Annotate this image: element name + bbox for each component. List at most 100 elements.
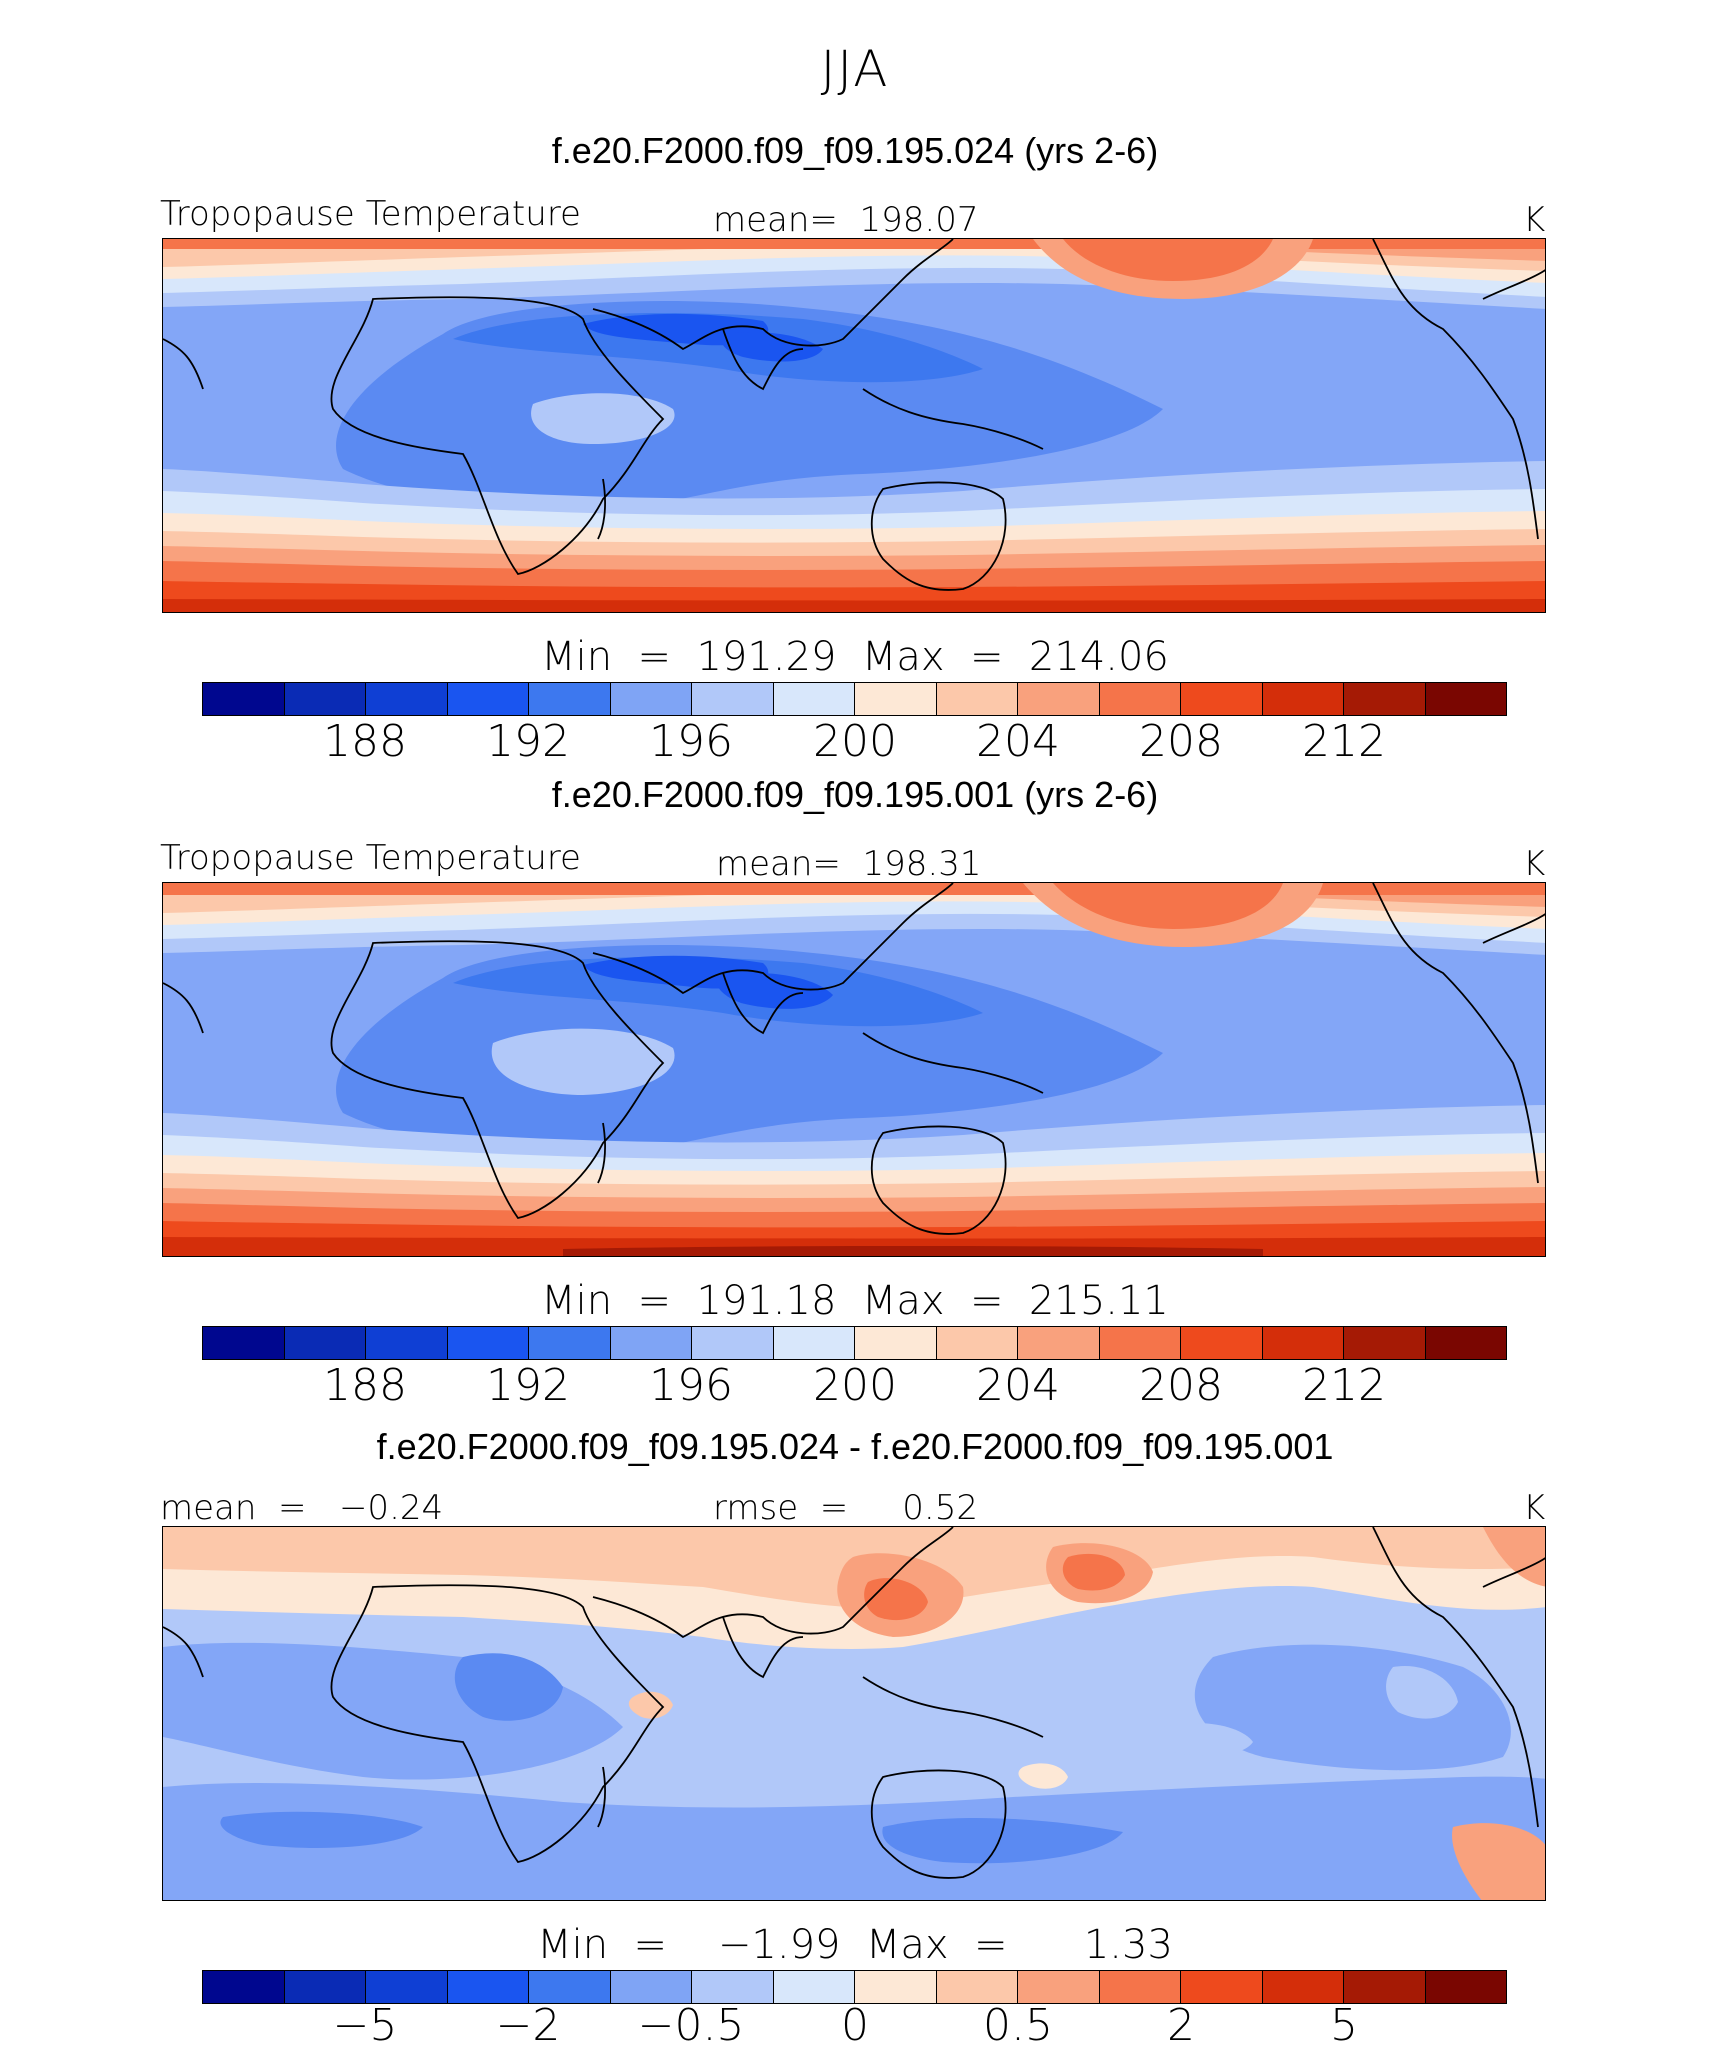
panel-2-left-label: Tropopause Temperature bbox=[160, 838, 581, 878]
colorbar-box-6 bbox=[610, 683, 692, 715]
colorbar-tick-label: 204 bbox=[976, 1360, 1060, 1411]
colorbar-box-2 bbox=[284, 1327, 366, 1359]
colorbar-tick-label: 208 bbox=[1139, 716, 1223, 767]
colorbar-box-2 bbox=[284, 1971, 366, 2003]
cold-core-2 bbox=[721, 332, 823, 362]
panel-2-units-label: K bbox=[1523, 844, 1546, 884]
colorbar-box-15 bbox=[1344, 683, 1426, 715]
coastlines bbox=[163, 239, 1545, 591]
panel-3-map bbox=[162, 1526, 1546, 1901]
panel-1-map bbox=[162, 238, 1546, 613]
colorbar-tick-label: 188 bbox=[323, 1360, 407, 1411]
panel-3-difference-field bbox=[163, 1527, 1545, 1900]
colorbar-box-4 bbox=[447, 1971, 529, 2003]
diff-pos-10 bbox=[1452, 1823, 1545, 1900]
colorbar-box-8 bbox=[773, 1971, 855, 2003]
diff-light-1 bbox=[1386, 1666, 1458, 1719]
colorbar-tick-label: 192 bbox=[486, 1360, 570, 1411]
colorbar-tick-label: 196 bbox=[649, 1360, 733, 1411]
colorbar-box-11 bbox=[1018, 1971, 1100, 2003]
diff-neg-5 bbox=[882, 1817, 1123, 1864]
band-n-6 bbox=[163, 883, 1545, 895]
diff-pos-9 bbox=[1018, 1763, 1068, 1789]
colorbar-box-1 bbox=[203, 1327, 285, 1359]
diff-pos-4 bbox=[864, 1578, 928, 1621]
colorbar-box-16 bbox=[1425, 1971, 1506, 2003]
band-n-6 bbox=[163, 239, 1545, 249]
colorbar-box-9 bbox=[855, 683, 937, 715]
colorbar-box-16 bbox=[1425, 1327, 1506, 1359]
panel-2-map bbox=[162, 882, 1546, 1257]
colorbar-box-12 bbox=[1099, 683, 1181, 715]
panel-3-minmax: Min = −1.99 Max = 1.33 bbox=[537, 1922, 1173, 1968]
colorbar-box-5 bbox=[529, 683, 611, 715]
panel-2-minmax: Min = 191.18 Max = 215.11 bbox=[541, 1278, 1169, 1324]
colorbar-box-8 bbox=[773, 683, 855, 715]
colorbar-box-13 bbox=[1181, 683, 1263, 715]
panel-1-contour-field bbox=[163, 239, 1545, 612]
colorbar-box-4 bbox=[447, 1327, 529, 1359]
colorbar-box-13 bbox=[1181, 1327, 1263, 1359]
colorbar-box-7 bbox=[692, 1971, 774, 2003]
coastlines bbox=[163, 1527, 1545, 1879]
colorbar-box-4 bbox=[447, 683, 529, 715]
colorbar-box-12 bbox=[1099, 1971, 1181, 2003]
colorbar-tick-label: 192 bbox=[486, 716, 570, 767]
panel-2-case-title: f.e20.F2000.f09_f09.195.001 (yrs 2-6) bbox=[551, 774, 1159, 815]
colorbar-tick-label: 212 bbox=[1302, 1360, 1386, 1411]
colorbar-box-13 bbox=[1181, 1971, 1263, 2003]
diff-neg-3 bbox=[163, 1776, 1545, 1900]
colorbar-box-2 bbox=[284, 683, 366, 715]
diff-neg-2 bbox=[454, 1653, 563, 1721]
colorbar-tick-label: 208 bbox=[1139, 1360, 1223, 1411]
colorbar-box-14 bbox=[1262, 683, 1344, 715]
blob-pacific-2 bbox=[1063, 239, 1273, 281]
colorbar-box-6 bbox=[610, 1971, 692, 2003]
colorbar-tick-label: 196 bbox=[649, 716, 733, 767]
colorbar-box-3 bbox=[366, 1327, 448, 1359]
diff-pos-7 bbox=[1483, 1527, 1545, 1587]
africa-light bbox=[531, 393, 675, 444]
colorbar-box-3 bbox=[366, 1971, 448, 2003]
colorbar-box-12 bbox=[1099, 1327, 1181, 1359]
band-s-8 bbox=[163, 599, 1545, 612]
panel-1-minmax: Min = 191.29 Max = 214.06 bbox=[541, 634, 1169, 680]
colorbar-tick-label: 188 bbox=[323, 716, 407, 767]
band-s-9 bbox=[563, 1246, 1263, 1256]
panel-2-colorbar bbox=[202, 1326, 1507, 1360]
diff-neg-4 bbox=[220, 1811, 423, 1848]
colorbar-box-1 bbox=[203, 683, 285, 715]
colorbar-box-5 bbox=[529, 1327, 611, 1359]
coastlines bbox=[163, 883, 1545, 1235]
figure-title: JJA bbox=[820, 40, 890, 98]
cold-region-1 bbox=[336, 945, 1163, 1158]
panel-1-left-label: Tropopause Temperature bbox=[160, 194, 581, 234]
colorbar-box-1 bbox=[203, 1971, 285, 2003]
colorbar-tick-label: 0 bbox=[841, 2000, 869, 2051]
panel-3-rmse-label: rmse = 0.52 bbox=[713, 1488, 978, 1528]
panel-1-colorbar bbox=[202, 682, 1507, 716]
colorbar-box-15 bbox=[1344, 1971, 1426, 2003]
diff-pos-6 bbox=[1062, 1553, 1125, 1591]
colorbar-box-9 bbox=[855, 1971, 937, 2003]
colorbar-box-14 bbox=[1262, 1971, 1344, 2003]
colorbar-box-14 bbox=[1262, 1327, 1344, 1359]
panel-1-units-label: K bbox=[1523, 200, 1546, 240]
panel-3-case-title: f.e20.F2000.f09_f09.195.024 - f.e20.F200… bbox=[376, 1426, 1334, 1467]
colorbar-tick-label: 212 bbox=[1302, 716, 1386, 767]
colorbar-box-6 bbox=[610, 1327, 692, 1359]
colorbar-tick-label: 204 bbox=[976, 716, 1060, 767]
africa-light bbox=[491, 1028, 675, 1095]
panel-3-colorbar bbox=[202, 1970, 1507, 2004]
colorbar-box-10 bbox=[936, 1327, 1018, 1359]
colorbar-box-11 bbox=[1018, 1327, 1100, 1359]
panel-3-units-label: K bbox=[1523, 1488, 1546, 1528]
blob-pacific-2 bbox=[1053, 883, 1283, 929]
colorbar-tick-label: 0.5 bbox=[983, 2000, 1053, 2051]
colorbar-tick-label: 200 bbox=[813, 1360, 897, 1411]
colorbar-tick-label: −2 bbox=[495, 2000, 561, 2051]
colorbar-box-5 bbox=[529, 1971, 611, 2003]
panel-1-mean-label: mean= 198.07 bbox=[713, 200, 979, 240]
panel-2-mean-label: mean= 198.31 bbox=[716, 844, 982, 884]
colorbar-box-7 bbox=[692, 683, 774, 715]
